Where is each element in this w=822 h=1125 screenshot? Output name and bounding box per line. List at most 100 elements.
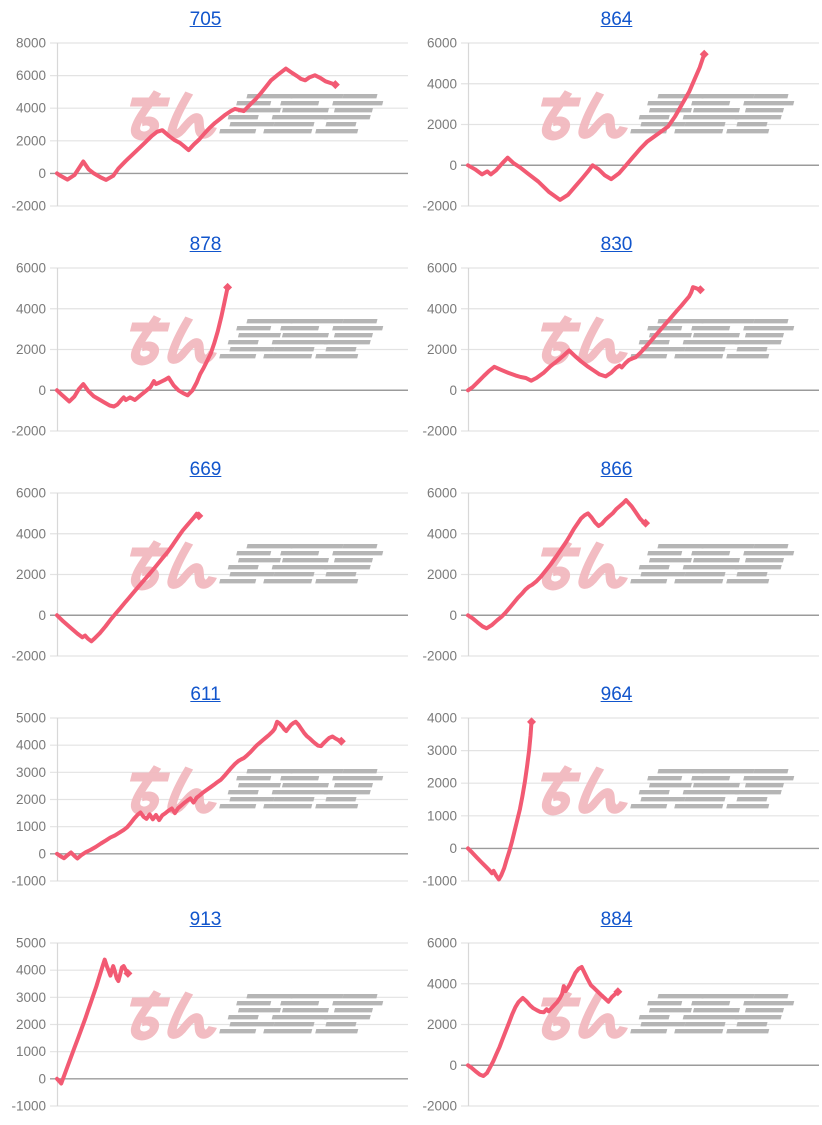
machine-number-link[interactable]: 964: [600, 684, 633, 705]
y-axis-tick-label: 4000: [16, 301, 46, 316]
watermark-speed-line: [682, 1015, 740, 1020]
y-axis-tick-label: 0: [449, 158, 457, 173]
chart-title: 669: [0, 459, 411, 481]
watermark-repo-glyphs: [219, 769, 384, 809]
y-axis-tick-label: -2000: [11, 199, 46, 214]
watermark-speed-line: [237, 783, 282, 788]
y-axis-tick-label: 4000: [16, 963, 46, 978]
machine-number-link[interactable]: 884: [600, 909, 633, 930]
watermark-speed-line: [744, 108, 785, 113]
y-axis-tick-label: 6000: [16, 486, 46, 501]
y-axis-tick-label: -2000: [422, 199, 457, 214]
watermark-speed-line: [237, 1008, 282, 1013]
watermark-speed-line: [263, 804, 313, 809]
watermark-speed-line: [332, 326, 384, 331]
watermark-speed-line: [674, 579, 724, 584]
machine-number-link[interactable]: 611: [190, 684, 221, 705]
machine-number-link[interactable]: 913: [189, 909, 222, 930]
watermark-speed-line: [753, 769, 789, 774]
y-axis-tick-label: 4000: [16, 738, 46, 753]
watermark-mi-glyph: [540, 990, 582, 1041]
y-axis-tick-label: 6000: [16, 261, 46, 276]
y-axis-tick-label: 3000: [16, 990, 46, 1005]
watermark-repo-glyphs: [219, 319, 384, 359]
watermark-speed-line: [325, 1022, 357, 1027]
watermark-repo-glyphs: [219, 994, 384, 1034]
line-end-marker: [699, 49, 709, 59]
watermark-n-glyph: [578, 91, 628, 139]
y-axis-tick-label: 2000: [16, 342, 46, 357]
machine-number-link[interactable]: 878: [189, 234, 222, 255]
watermark-speed-line: [273, 347, 315, 352]
watermark-speed-line: [333, 1008, 374, 1013]
watermark-mi-glyph: [129, 990, 171, 1041]
y-axis-tick-label: 2000: [427, 1017, 457, 1032]
watermark-speed-line: [229, 1022, 275, 1027]
slump-line: [55, 285, 230, 409]
watermark-speed-line: [638, 1015, 670, 1020]
chart-title: 830: [411, 234, 822, 256]
watermark-speed-line: [332, 101, 384, 106]
watermark-speed-line: [229, 572, 275, 577]
watermark-speed-line: [701, 769, 755, 774]
watermark-speed-line: [692, 108, 741, 113]
watermark-speed-line: [684, 1022, 726, 1027]
y-axis-tick-label: 2000: [16, 567, 46, 582]
watermark-speed-line: [227, 1015, 259, 1020]
watermark-speed-line: [648, 108, 693, 113]
slump-chart: 5000 4000 3000 2000 1000 0 -1000: [11, 711, 408, 889]
watermark-repo-glyphs: [219, 544, 384, 584]
watermark-speed-line: [315, 579, 359, 584]
chart-title: 884: [411, 909, 822, 931]
watermark-speed-line: [630, 579, 668, 584]
y-axis-tick-label: -2000: [11, 649, 46, 664]
slump-line: [466, 719, 534, 882]
slump-chart: 6000 4000 2000 0 -2000: [422, 486, 819, 664]
watermark-speed-line: [638, 340, 670, 345]
slump-line: [466, 498, 648, 631]
watermark-speed-line: [237, 333, 282, 338]
watermark-speed-line: [647, 776, 683, 781]
line-end-marker: [336, 736, 346, 746]
line-end-marker: [641, 518, 651, 528]
watermark-speed-line: [342, 544, 378, 549]
watermark-speed-line: [692, 783, 741, 788]
machine-number-link[interactable]: 669: [189, 459, 222, 480]
watermark-speed-line: [736, 347, 768, 352]
watermark-speed-line: [273, 122, 315, 127]
machine-number-link[interactable]: 705: [189, 9, 222, 30]
chart-tile: 611 5000 4000 3000 2000 1000 0 -1000: [0, 675, 411, 900]
watermark-speed-line: [219, 804, 257, 809]
watermark-speed-line: [281, 558, 330, 563]
watermark-speed-line: [647, 551, 683, 556]
chart-title: 964: [411, 684, 822, 706]
watermark-speed-line: [263, 1029, 313, 1034]
chart-title: 913: [0, 909, 411, 931]
slump-line: [55, 957, 130, 1086]
watermark-speed-line: [743, 551, 795, 556]
watermark-speed-line: [691, 326, 731, 331]
watermark-speed-line: [744, 333, 785, 338]
y-axis-tick-label: 0: [449, 383, 457, 398]
watermark-speed-line: [280, 326, 320, 331]
slump-chart: 6000 4000 2000 0 -2000: [11, 261, 408, 439]
watermark-speed-line: [315, 354, 359, 359]
y-axis-tick-label: 2000: [16, 1017, 46, 1032]
watermark-speed-line: [682, 790, 740, 795]
slump-chart: 4000 3000 2000 1000 0 -1000: [422, 711, 819, 889]
line-end-marker: [695, 285, 705, 295]
minrepo-watermark: [129, 765, 384, 816]
slump-chart: 6000 4000 2000 0 -2000: [422, 936, 819, 1114]
machine-number-link[interactable]: 830: [600, 234, 633, 255]
watermark-speed-line: [273, 572, 315, 577]
y-axis-tick-label: -2000: [422, 1099, 457, 1114]
minrepo-watermark: [129, 990, 384, 1041]
watermark-speed-line: [323, 565, 371, 570]
machine-number-link[interactable]: 866: [600, 459, 633, 480]
watermark-speed-line: [332, 1001, 384, 1006]
watermark-speed-line: [246, 319, 294, 324]
machine-number-link[interactable]: 864: [600, 9, 633, 30]
watermark-speed-line: [744, 1008, 785, 1013]
watermark-speed-line: [271, 340, 329, 345]
watermark-speed-line: [219, 354, 257, 359]
